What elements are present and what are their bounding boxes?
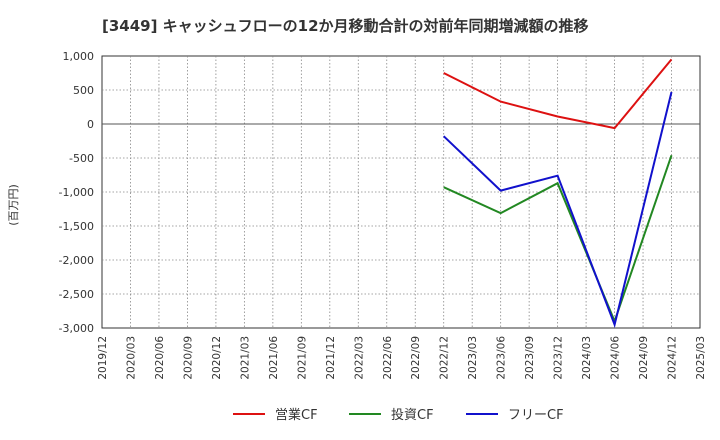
series-line-営業CF <box>443 58 673 130</box>
x-tick-label: 2020/03 <box>125 336 137 380</box>
x-tick-label: 2023/12 <box>553 336 565 380</box>
x-tick-label: 2024/06 <box>610 336 622 380</box>
legend-label: 営業CF <box>275 407 318 423</box>
x-tick-label: 2023/09 <box>524 336 536 380</box>
x-tick-label: 2020/12 <box>211 336 223 380</box>
y-tick-label: 500 <box>73 84 94 97</box>
y-tick-label: 0 <box>87 118 94 131</box>
x-tick-label: 2021/09 <box>296 336 308 380</box>
x-tick-label: 2024/09 <box>638 336 650 380</box>
y-tick-label: -1,000 <box>59 186 94 199</box>
x-tick-label: 2021/12 <box>325 336 337 380</box>
series-line-投資CF <box>443 154 673 325</box>
legend-label: 投資CF <box>391 407 434 423</box>
x-tick-label: 2021/06 <box>268 336 280 380</box>
chart-title: [3449] キャッシュフローの12か月移動合計の対前年同期増減額の推移 <box>102 17 589 35</box>
y-tick-label: -500 <box>69 152 94 165</box>
y-tick-label: -2,000 <box>59 254 94 267</box>
y-tick-label: -2,500 <box>59 288 94 301</box>
x-tick-label: 2020/09 <box>182 336 194 380</box>
x-tick-label: 2021/03 <box>239 336 251 380</box>
x-tick-label: 2022/03 <box>353 336 365 380</box>
plot-area: 2019/12 2020/03 2020/06 2020/09 2020/12 2021/… <box>59 50 707 380</box>
x-tick-label: 2023/06 <box>496 336 508 380</box>
x-tick-label: 2023/03 <box>467 336 479 380</box>
y-tick-label: 1,000 <box>63 50 95 63</box>
x-tick-label: 2024/03 <box>581 336 593 380</box>
x-tick-label: 2022/06 <box>382 336 394 380</box>
x-tick-label: 2025/03 <box>695 336 707 380</box>
y-axis-label: (百万円) <box>7 184 20 226</box>
x-tick-label: 2024/12 <box>667 336 679 380</box>
y-tick-label: -1,500 <box>59 220 94 233</box>
x-tick-label: 2019/12 <box>97 336 109 380</box>
x-tick-label: 2022/12 <box>439 336 451 380</box>
x-tick-label: 2022/09 <box>410 336 422 380</box>
x-tick-label: 2020/06 <box>154 336 166 380</box>
legend-label: フリーCF <box>508 408 564 423</box>
y-tick-label: -3,000 <box>59 322 94 335</box>
legend: 営業CF 投資CF フリーCF <box>233 407 564 423</box>
series-line-フリーCF <box>443 91 673 328</box>
